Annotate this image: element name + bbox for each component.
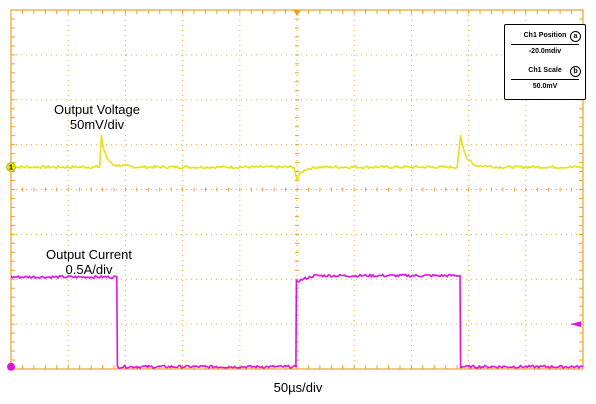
traces [10,134,584,369]
time-scale-label: 50µs/div [273,380,323,395]
ch1-position-value: -20.0mdiv [528,48,562,55]
ch1-ground-label: 1 [9,165,13,172]
channel-info-box: Ch1 Position a -20.0mdiv Ch1 Scale b 50.… [504,24,586,100]
ch1-position-label: Ch1 Position [523,32,567,39]
voltage-trace [10,134,584,182]
ch1-ground-marker [6,162,16,172]
info-separator [511,44,579,45]
current-series-label: Output Current [46,247,132,262]
ch1-scale-badge: b [570,66,581,77]
voltage-series-label: Output Voltage [53,102,140,117]
current-trace [10,273,584,369]
markers: 1 [6,10,581,371]
ch2-ground-marker [7,362,15,371]
ch1-scale-value: 50.0mV [532,83,558,90]
voltage-scale-label: 50mV/div [69,117,125,132]
ch1-scale-label: Ch1 Scale [528,67,562,74]
trigger-position-icon [293,10,301,16]
ch1-position-badge: a [570,31,581,42]
info-separator [511,79,579,80]
current-scale-label: 0.5A/div [65,262,113,277]
